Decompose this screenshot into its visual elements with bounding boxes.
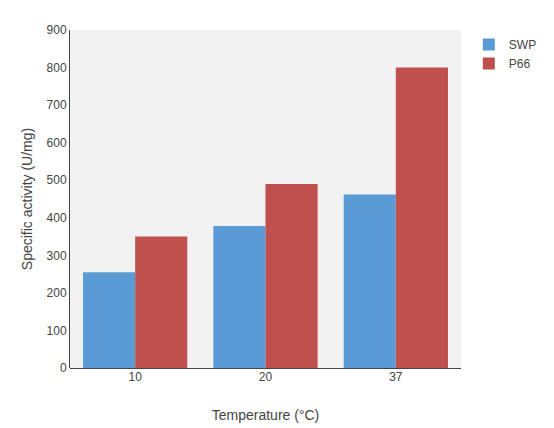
svg-text:400: 400 <box>47 211 67 225</box>
svg-text:300: 300 <box>47 249 67 263</box>
svg-text:600: 600 <box>47 136 67 150</box>
svg-text:100: 100 <box>47 324 67 338</box>
svg-text:37: 37 <box>389 370 403 384</box>
svg-text:700: 700 <box>47 98 67 112</box>
svg-text:10: 10 <box>128 370 142 384</box>
svg-text:SWP: SWP <box>509 38 536 52</box>
svg-text:20: 20 <box>259 370 273 384</box>
svg-text:P66: P66 <box>509 57 531 71</box>
svg-text:0: 0 <box>60 361 67 375</box>
svg-text:800: 800 <box>47 61 67 75</box>
svg-text:Temperature (°C): Temperature (°C) <box>212 407 320 423</box>
svg-text:200: 200 <box>47 286 67 300</box>
svg-text:500: 500 <box>47 173 67 187</box>
svg-text:900: 900 <box>47 23 67 37</box>
svg-text:Specific activity (U/mg): Specific activity (U/mg) <box>19 128 35 270</box>
